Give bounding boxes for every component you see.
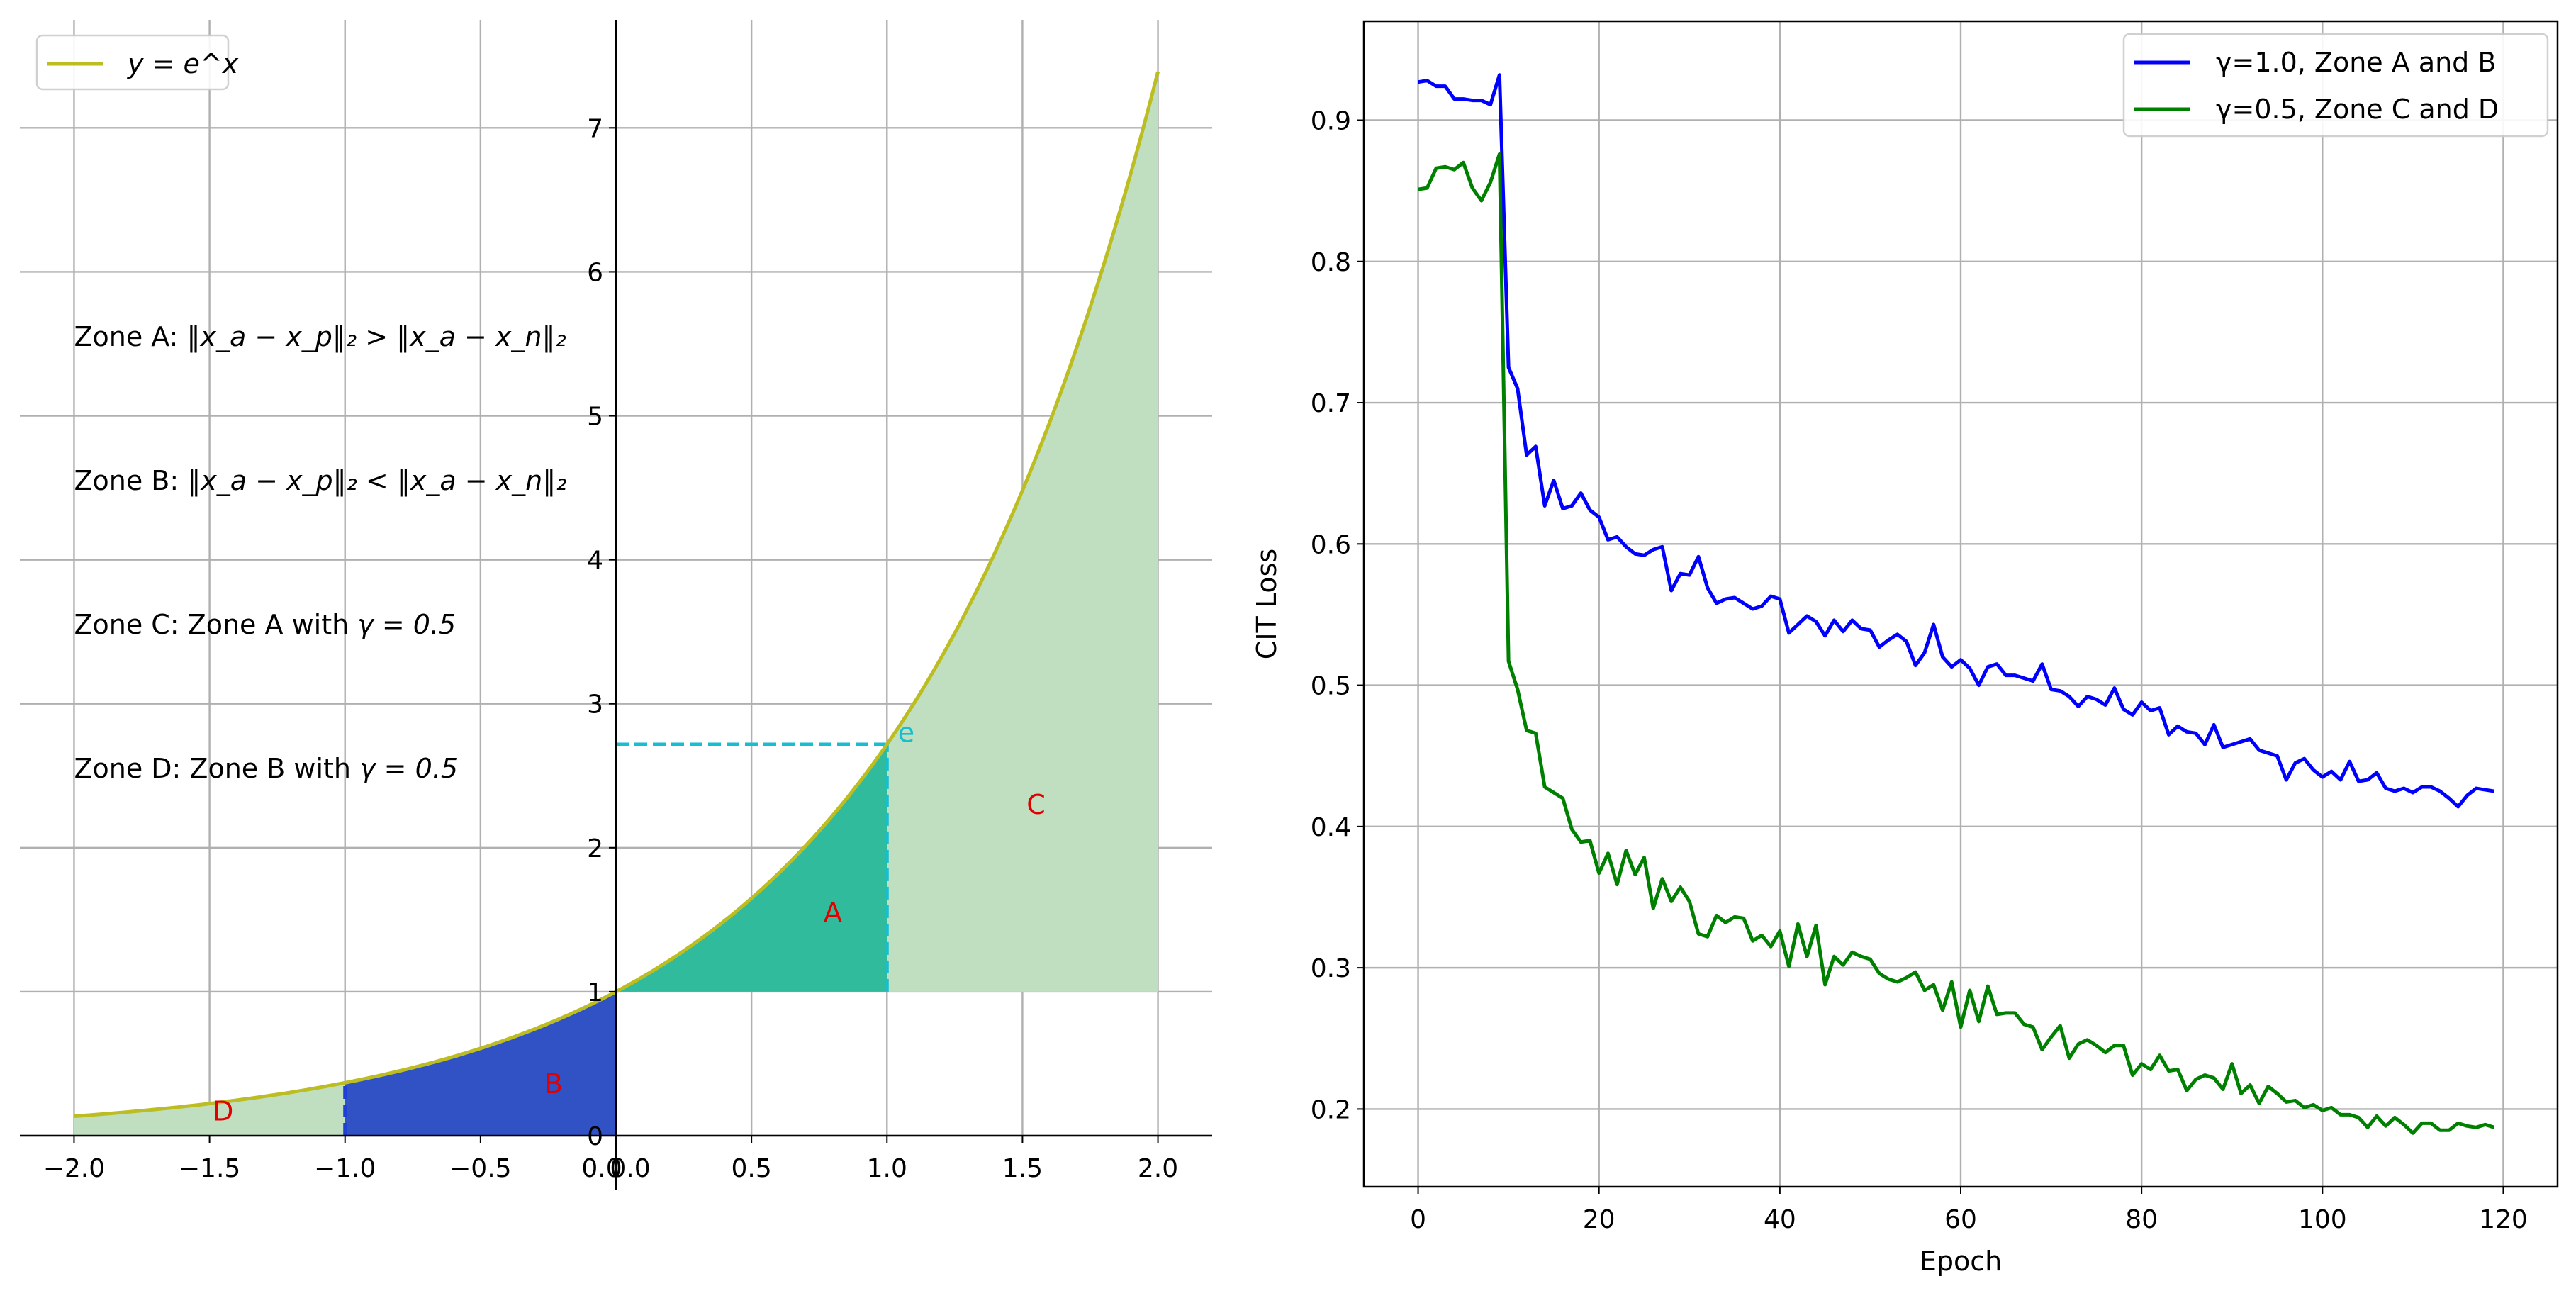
right-ytick-label-6: 0.8 [1311,248,1351,277]
right-xtick-label-5: 100 [2298,1205,2347,1234]
region-label-d: D [213,1095,233,1126]
exp-zones-chart: −2.0 −1.5 −1.0 −0.5 0.00.0 0.5 1.0 1.5 2.0 0 1 2 3 4 5… [20,20,1212,1190]
left-ytick-label-6: 6 [587,258,603,287]
left-legend-label: y = e^x [127,48,239,79]
region-label-b: B [544,1068,563,1100]
left-xtick-label-2: −1.0 [314,1154,376,1183]
left-xtick-label-5: 0.0 [610,1154,650,1183]
region-c [887,72,1158,992]
right-ytick-label-1: 0.3 [1311,954,1351,983]
left-xtick-label-7: 1.0 [867,1154,907,1183]
region-b [345,991,616,1136]
right-xtick-label-2: 40 [1764,1205,1796,1234]
left-xtick-label-4: 0.0 [581,1154,622,1183]
left-ytick-label-4: 4 [587,547,603,576]
right-legend-label-0: γ=1.0, Zone A and B [2216,47,2496,78]
left-xtick-label-0: −2.0 [43,1154,105,1183]
right-ytick-label-7: 0.9 [1311,106,1351,135]
y-axis-label: CIT Loss [1251,549,1282,659]
zone-annotation-2: Zone C: Zone A with γ = 0.5 [74,609,456,640]
left-ytick-label-2: 2 [587,834,603,863]
right-xtick-label-0: 0 [1410,1205,1426,1234]
right-legend-label-1: γ=0.5, Zone C and D [2216,94,2499,125]
point-label-e: e [898,717,914,748]
zone-annotation-3: Zone D: Zone B with γ = 0.5 [74,753,458,784]
region-label-c: C [1026,789,1046,820]
cit-loss-chart: 0 20 40 60 80 100 120 0.2 0.3 0.4 0.5 0.6 0.7 0.8 0.9 E… [1251,20,2559,1277]
right-ytick-label-3: 0.5 [1311,672,1351,701]
left-legend-box [35,34,230,91]
series-line-1 [1418,152,2495,1135]
right-xtick-label-1: 20 [1583,1205,1615,1234]
left-ytick-label-3: 3 [587,690,603,720]
left-xtick-label-6: 0.5 [732,1154,772,1183]
right-xtick-label-6: 120 [2479,1205,2528,1234]
zone-annotation-1: Zone B: ‖x_a − x_p‖₂ < ‖x_a − x_n‖₂ [74,465,566,497]
region-a [616,744,887,992]
zone-annotation-0: Zone A: ‖x_a − x_p‖₂ > ‖x_a − x_n‖₂ [74,321,566,353]
right-ytick-label-4: 0.6 [1311,530,1351,559]
x-axis-label: Epoch [1920,1246,2002,1277]
right-ytick-label-0: 0.2 [1311,1095,1351,1124]
series-line-0 [1418,73,2495,809]
left-xtick-label-8: 1.5 [1002,1154,1043,1183]
right-ytick-label-5: 0.7 [1311,389,1351,418]
left-ytick-label-7: 7 [587,114,603,143]
right-ytick-label-2: 0.4 [1311,813,1351,842]
left-ytick-label-5: 5 [587,403,603,432]
region-label-a: A [824,897,842,928]
left-xtick-label-9: 2.0 [1138,1154,1178,1183]
left-xtick-label-1: −1.5 [179,1154,240,1183]
left-xtick-label-3: −0.5 [449,1154,511,1183]
left-ytick-label-1: 1 [587,978,603,1007]
left-ytick-label-0: 0 [587,1122,603,1151]
right-xtick-label-4: 80 [2125,1205,2158,1234]
right-xtick-label-3: 60 [1944,1205,1977,1234]
right-legend-box [2122,33,2549,138]
